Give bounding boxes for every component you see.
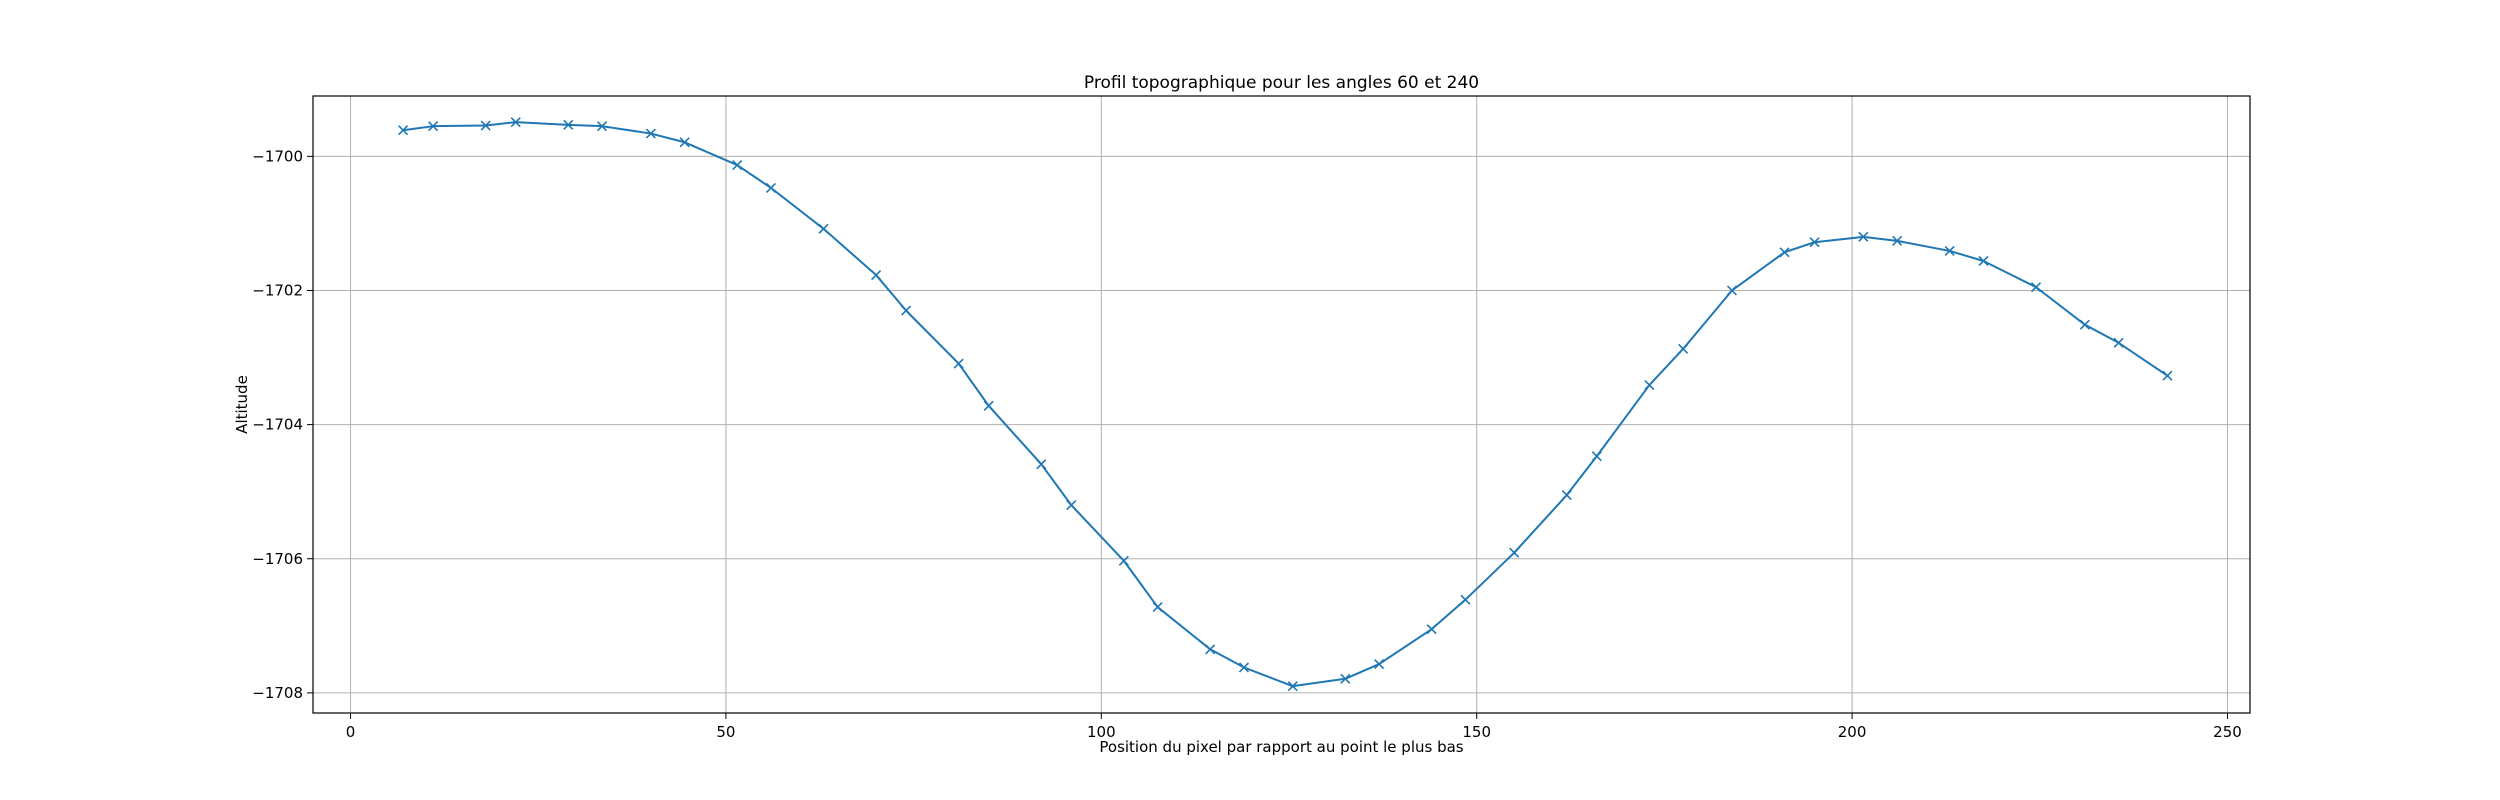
plot-frame	[312, 95, 2251, 714]
x-tick-label: 0	[346, 723, 356, 741]
data-point	[596, 121, 608, 132]
data-point	[2079, 319, 2090, 330]
data-point	[1858, 231, 1869, 242]
grid	[313, 96, 2250, 713]
data-point	[480, 120, 491, 131]
data-point	[1238, 662, 1250, 673]
data-point	[732, 160, 743, 171]
data-point	[1036, 459, 1047, 470]
x-tick-label: 150	[1462, 723, 1491, 741]
data-point	[679, 137, 690, 148]
series-markers	[398, 117, 2173, 692]
data-point	[1374, 658, 1385, 670]
chart-title: Profil topographique pour les angles 60 …	[1084, 73, 1479, 93]
data-point	[2113, 337, 2124, 348]
data-point	[1944, 245, 1955, 256]
data-point	[1809, 237, 1820, 248]
data-point	[765, 182, 777, 193]
data-point	[901, 305, 912, 316]
y-axis-ticks: −1708 −1706 −1704 −1702 −1700	[252, 147, 313, 702]
series-line-group	[402, 121, 2168, 688]
series-line	[402, 121, 2168, 688]
data-point	[563, 119, 574, 130]
y-axis-label: Altitude	[233, 375, 251, 434]
data-point	[1205, 644, 1216, 655]
x-tick-label: 100	[1087, 723, 1116, 741]
y-tick-label: −1706	[252, 550, 303, 568]
y-tick-label: −1702	[252, 281, 303, 299]
data-point	[398, 125, 409, 136]
data-point	[645, 128, 656, 139]
data-point	[1892, 235, 1903, 246]
data-point	[510, 117, 521, 128]
data-point	[953, 358, 964, 369]
data-point	[1426, 624, 1437, 635]
x-tick-label: 50	[716, 723, 735, 741]
data-point	[1779, 247, 1790, 258]
x-axis-ticks: 0 50 100 150 200 250	[346, 713, 2242, 741]
data-point	[1066, 500, 1077, 511]
y-tick-label: −1704	[252, 416, 303, 434]
data-point	[1152, 601, 1163, 613]
data-point	[1340, 673, 1351, 684]
data-point	[1118, 555, 1129, 566]
y-tick-label: −1708	[252, 684, 303, 702]
data-point	[1726, 285, 1738, 296]
data-point	[2162, 370, 2173, 381]
x-tick-label: 200	[1838, 723, 1867, 741]
data-point	[871, 269, 882, 281]
data-point	[1678, 343, 1689, 354]
x-axis-label: Position du pixel par rapport au point l…	[1099, 738, 1463, 756]
data-point	[983, 400, 994, 411]
y-tick-label: −1700	[252, 147, 303, 165]
data-point	[1460, 594, 1471, 605]
x-tick-label: 250	[2213, 723, 2242, 741]
data-point	[1287, 681, 1298, 692]
data-point	[1644, 379, 1655, 391]
data-point	[1978, 255, 1989, 267]
data-point	[1561, 489, 1572, 501]
data-point	[818, 223, 829, 234]
data-point	[1591, 451, 1602, 462]
data-point	[428, 121, 439, 132]
data-point	[1509, 547, 1520, 558]
data-point	[2030, 282, 2042, 293]
